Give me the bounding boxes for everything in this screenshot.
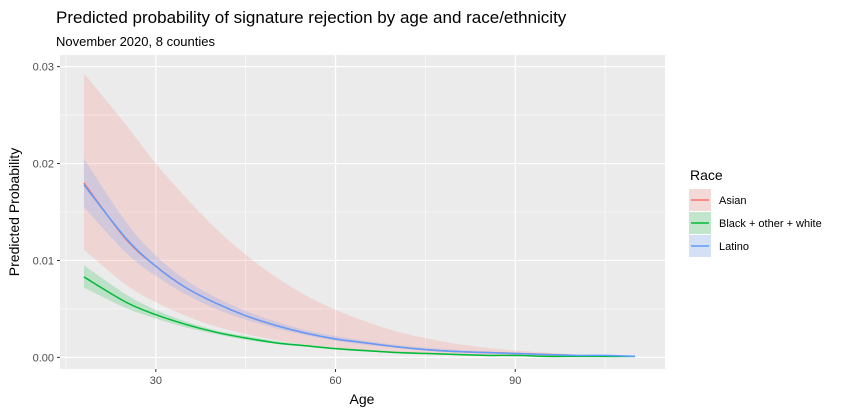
confidence-band-latino (83, 158, 636, 357)
x-axis-title: Age (350, 391, 375, 407)
legend-label: Latino (719, 241, 749, 253)
legend-label: Black + other + white (719, 218, 822, 230)
confidence-bands (83, 73, 636, 358)
legend-item-asian: Asian (689, 189, 747, 211)
series-line-latino (83, 184, 636, 358)
confidence-band-black-other-white (83, 265, 636, 358)
y-axis-tick-labels: 0.00 0.01 0.02 0.03 (33, 62, 54, 365)
legend-label: Asian (719, 195, 747, 207)
y-axis-title: Predicted Probability (6, 148, 22, 276)
x-tick-label: 60 (329, 375, 341, 387)
legend-item-latino: Latino (689, 235, 749, 257)
series-line-black-other-white (83, 276, 636, 358)
y-tick-label: 0.01 (33, 255, 54, 267)
series-lines (83, 182, 636, 358)
minor-gridlines (60, 55, 665, 369)
chart-title: Predicted probability of signature rejec… (56, 8, 567, 27)
y-tick-label: 0.03 (33, 62, 54, 74)
y-tick-label: 0.00 (33, 352, 54, 364)
x-tick-label: 30 (150, 375, 162, 387)
chart-subtitle: November 2020, 8 counties (56, 34, 215, 49)
y-tick-label: 0.02 (33, 159, 54, 171)
legend-item-black-other-white: Black + other + white (689, 212, 822, 234)
x-axis-tick-labels: 30 60 90 (150, 375, 522, 387)
x-tick-label: 90 (509, 375, 521, 387)
axis-ticks (57, 66, 516, 372)
legend: Race Asian Black + other + white Latino (689, 167, 822, 257)
major-gridlines (60, 55, 665, 369)
legend-title: Race (690, 167, 723, 183)
confidence-band-asian (83, 73, 576, 357)
